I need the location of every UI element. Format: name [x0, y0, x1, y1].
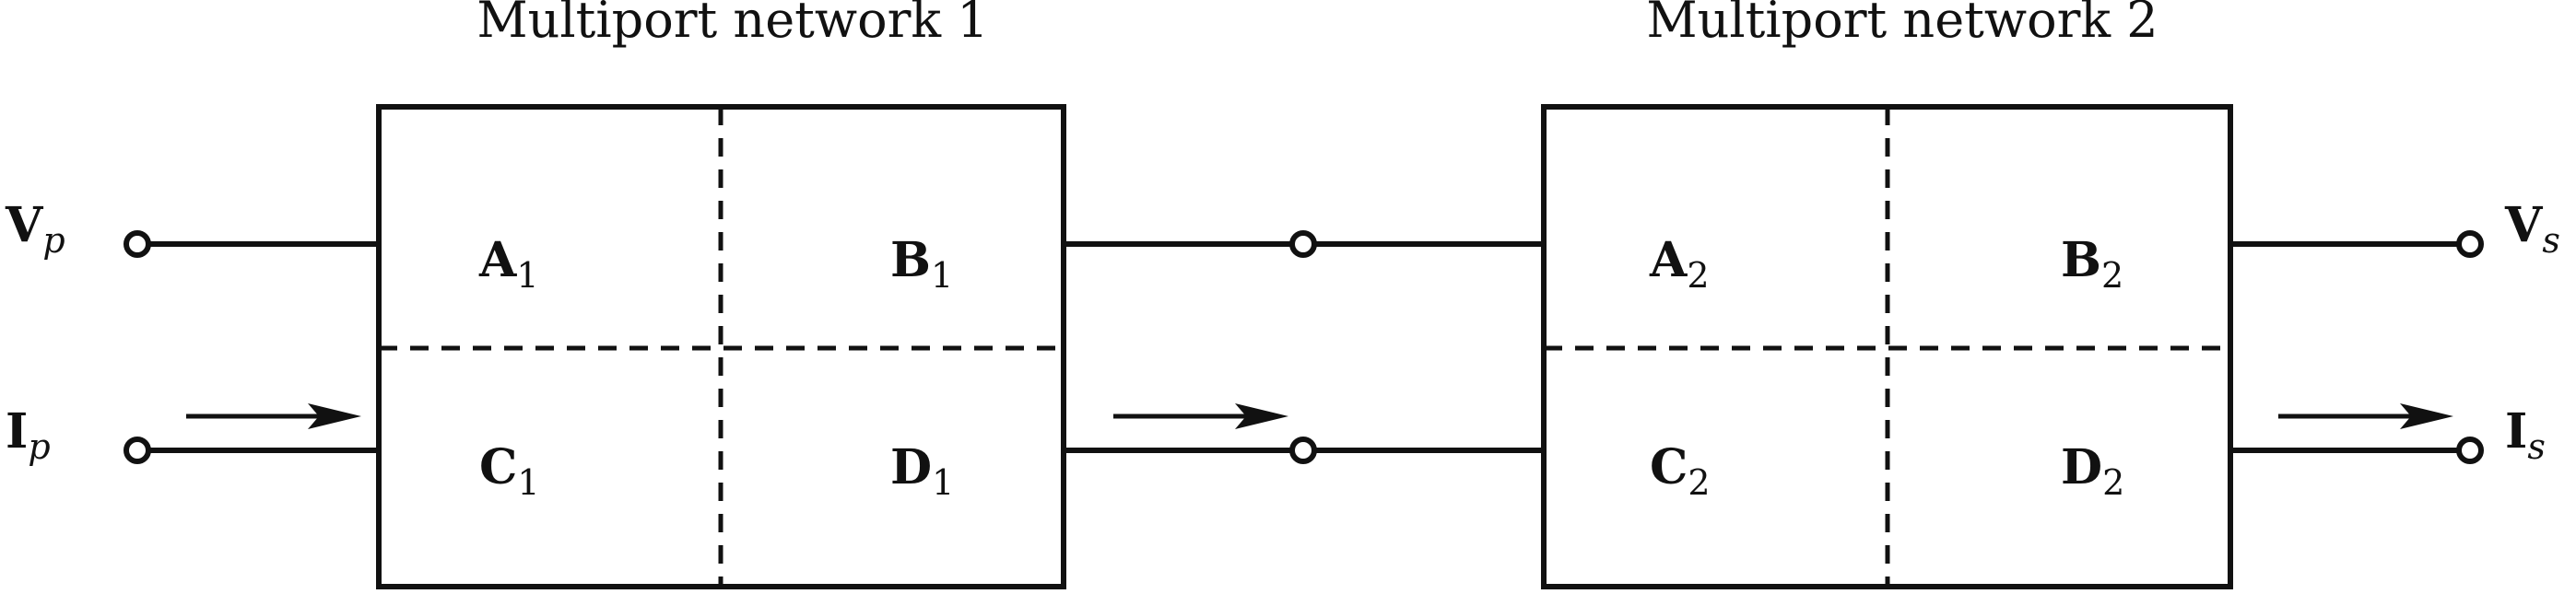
network1-cell-a: A1 — [478, 232, 539, 296]
network1-cell-c: C1 — [479, 439, 540, 503]
network2-cell-c: C2 — [1650, 439, 1711, 503]
middle-current-arrow — [1113, 403, 1288, 429]
network2-cell-d: D2 — [2061, 439, 2124, 503]
network1-block: A1 B1 C1 D1 — [376, 104, 1066, 589]
middle-top-terminal — [1289, 230, 1317, 258]
input-bottom-terminal — [124, 437, 151, 464]
port-label-is: Is — [2505, 403, 2546, 467]
input-current-arrow — [186, 403, 361, 429]
network2-cell-b: B2 — [2061, 232, 2123, 296]
middle-bottom-terminal — [1289, 437, 1317, 464]
network2-title: Multiport network 2 — [1646, 0, 2158, 49]
port-label-vp: Vp — [5, 197, 65, 261]
output-bottom-terminal — [2456, 437, 2484, 464]
network2-cell-a: A2 — [1649, 232, 1710, 296]
network2-block: A2 B2 C2 D2 — [1541, 104, 2233, 589]
input-top-terminal — [124, 230, 151, 258]
output-top-terminal — [2456, 230, 2484, 258]
network1-cell-d: D1 — [890, 439, 954, 503]
output-current-arrow — [2278, 403, 2453, 429]
network1-cell-b: B1 — [890, 232, 953, 296]
network1-title: Multiport network 1 — [476, 0, 988, 49]
port-label-vs: Vs — [2504, 197, 2560, 261]
port-label-ip: Ip — [6, 403, 51, 467]
